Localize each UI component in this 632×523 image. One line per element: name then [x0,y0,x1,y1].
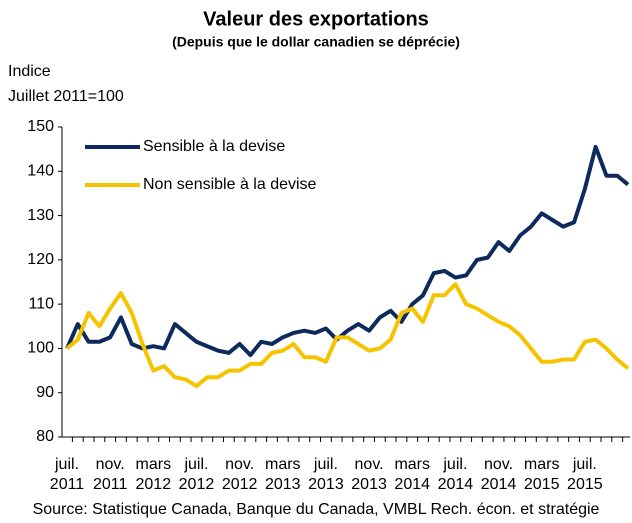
y-axis-label: Indice [8,63,51,80]
x-tick-label: juil. 2012 [179,456,215,493]
legend-label: Sensible à la devise [143,138,285,155]
x-tick-label: mars 2014 [394,456,430,493]
x-tick-label: juil. 2014 [438,456,474,493]
x-tick-label: mars 2015 [524,456,560,493]
x-tick-label: juil. 2011 [50,456,85,493]
y-tick-label: 150 [27,118,54,135]
x-tick-label: juil. 2015 [567,456,603,493]
y-tick-label: 100 [27,340,54,357]
x-tick-label: mars 2012 [136,456,172,493]
y-tick-label: 130 [27,207,54,224]
chart-subtitle: (Depuis que le dollar canadien se dépréc… [172,34,460,50]
x-tick-label: nov. 2014 [481,456,517,493]
series-line [65,282,630,389]
legend-label: Non sensible à la devise [143,176,317,193]
x-tick-label: juil. 2013 [308,456,344,493]
x-tick-label: nov. 2011 [93,456,128,493]
chart-title: Valeur des exportations [203,8,429,30]
x-tick-label: mars 2013 [265,456,301,493]
x-tick-label: nov. 2012 [222,456,258,493]
series-line [65,144,630,358]
y-tick-label: 90 [36,384,54,401]
y-tick-label: 80 [36,428,54,445]
y-tick-label: 120 [27,251,54,268]
y-tick-label: 140 [27,163,54,180]
x-tick-label: nov. 2013 [351,456,387,493]
y-tick-label: 110 [28,295,54,312]
y-axis-label: Juillet 2011=100 [8,88,124,105]
source: Source: Statistique Canada, Banque du Ca… [33,501,600,518]
